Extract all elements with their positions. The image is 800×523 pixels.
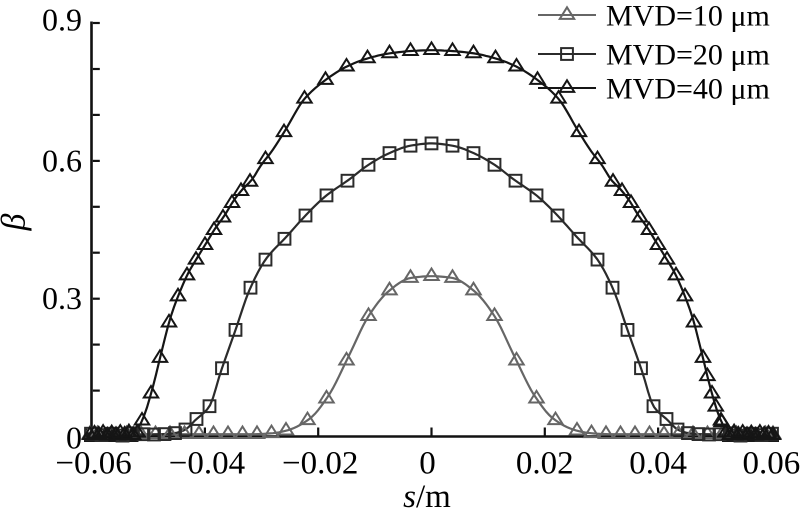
svg-text:−0.02: −0.02	[282, 446, 358, 482]
svg-text:MVD=40 μm: MVD=40 μm	[606, 73, 770, 106]
svg-text:−0.04: −0.04	[169, 446, 245, 482]
svg-text:MVD=20 μm: MVD=20 μm	[606, 39, 770, 72]
svg-text:−0.06: −0.06	[55, 446, 131, 482]
svg-text:0.9: 0.9	[42, 2, 82, 38]
svg-text:s/m: s/m	[403, 479, 451, 515]
svg-text:0: 0	[66, 420, 82, 456]
svg-text:MVD=10 μm: MVD=10 μm	[606, 0, 770, 33]
svg-text:0: 0	[419, 446, 436, 482]
svg-text:β: β	[0, 213, 33, 231]
svg-text:0.3: 0.3	[42, 280, 82, 316]
svg-text:0.06: 0.06	[743, 446, 800, 482]
svg-text:0.02: 0.02	[516, 446, 574, 482]
svg-text:0.04: 0.04	[629, 446, 687, 482]
svg-text:0.6: 0.6	[42, 142, 82, 178]
